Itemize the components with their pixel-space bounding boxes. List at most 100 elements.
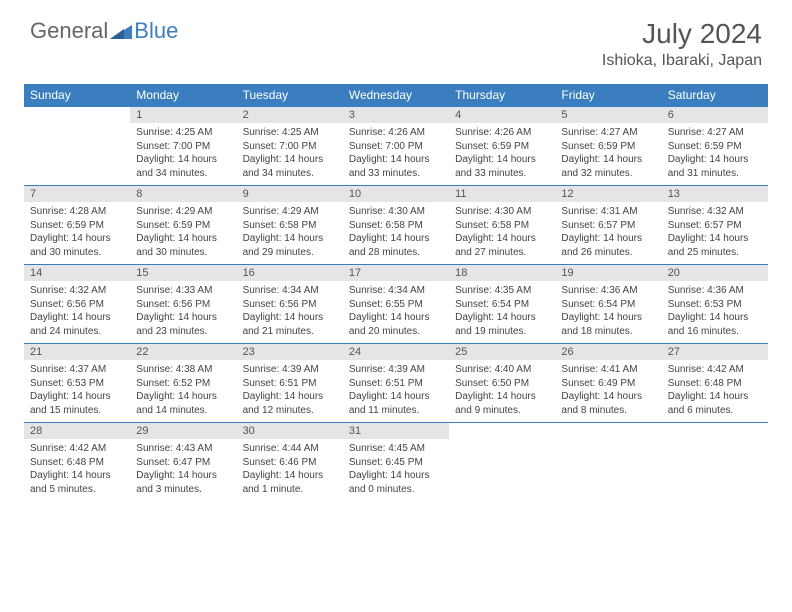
day-number-cell: 10 bbox=[343, 186, 449, 203]
sunset-text: Sunset: 6:51 PM bbox=[349, 377, 443, 391]
daylight-text: Daylight: 14 hours and 30 minutes. bbox=[136, 232, 230, 259]
day-content-row: Sunrise: 4:42 AMSunset: 6:48 PMDaylight:… bbox=[24, 439, 768, 501]
day-number-cell: 19 bbox=[555, 265, 661, 282]
day-number-cell: 15 bbox=[130, 265, 236, 282]
daylight-text: Daylight: 14 hours and 12 minutes. bbox=[243, 390, 337, 417]
day-content-row: Sunrise: 4:32 AMSunset: 6:56 PMDaylight:… bbox=[24, 281, 768, 344]
day-number-row: 28293031 bbox=[24, 423, 768, 440]
daylight-text: Daylight: 14 hours and 18 minutes. bbox=[561, 311, 655, 338]
day-content-cell: Sunrise: 4:32 AMSunset: 6:56 PMDaylight:… bbox=[24, 281, 130, 344]
brand-part2: Blue bbox=[134, 18, 178, 44]
day-number-cell: 1 bbox=[130, 107, 236, 124]
sunrise-text: Sunrise: 4:39 AM bbox=[349, 363, 443, 377]
weekday-header: Saturday bbox=[662, 84, 768, 107]
day-number-cell: 11 bbox=[449, 186, 555, 203]
sunrise-text: Sunrise: 4:35 AM bbox=[455, 284, 549, 298]
sunset-text: Sunset: 6:46 PM bbox=[243, 456, 337, 470]
day-number-cell: 8 bbox=[130, 186, 236, 203]
sunrise-text: Sunrise: 4:41 AM bbox=[561, 363, 655, 377]
day-content-row: Sunrise: 4:28 AMSunset: 6:59 PMDaylight:… bbox=[24, 202, 768, 265]
sunset-text: Sunset: 6:58 PM bbox=[455, 219, 549, 233]
title-block: July 2024 Ishioka, Ibaraki, Japan bbox=[602, 18, 762, 70]
daylight-text: Daylight: 14 hours and 14 minutes. bbox=[136, 390, 230, 417]
day-content-cell: Sunrise: 4:30 AMSunset: 6:58 PMDaylight:… bbox=[449, 202, 555, 265]
sunrise-text: Sunrise: 4:44 AM bbox=[243, 442, 337, 456]
day-number-row: 78910111213 bbox=[24, 186, 768, 203]
sunset-text: Sunset: 6:48 PM bbox=[668, 377, 762, 391]
weekday-header: Sunday bbox=[24, 84, 130, 107]
sunrise-text: Sunrise: 4:36 AM bbox=[668, 284, 762, 298]
day-number-cell: 25 bbox=[449, 344, 555, 361]
calendar-table: Sunday Monday Tuesday Wednesday Thursday… bbox=[24, 84, 768, 501]
weekday-header: Wednesday bbox=[343, 84, 449, 107]
daylight-text: Daylight: 14 hours and 24 minutes. bbox=[30, 311, 124, 338]
sunset-text: Sunset: 6:59 PM bbox=[455, 140, 549, 154]
day-content-cell: Sunrise: 4:29 AMSunset: 6:58 PMDaylight:… bbox=[237, 202, 343, 265]
sunset-text: Sunset: 6:56 PM bbox=[243, 298, 337, 312]
day-number-cell: 9 bbox=[237, 186, 343, 203]
sunset-text: Sunset: 6:51 PM bbox=[243, 377, 337, 391]
day-number-cell bbox=[24, 107, 130, 124]
sunset-text: Sunset: 6:58 PM bbox=[243, 219, 337, 233]
day-number-row: 14151617181920 bbox=[24, 265, 768, 282]
daylight-text: Daylight: 14 hours and 25 minutes. bbox=[668, 232, 762, 259]
sunset-text: Sunset: 6:53 PM bbox=[30, 377, 124, 391]
sunrise-text: Sunrise: 4:27 AM bbox=[668, 126, 762, 140]
daylight-text: Daylight: 14 hours and 29 minutes. bbox=[243, 232, 337, 259]
day-number-cell: 31 bbox=[343, 423, 449, 440]
day-content-cell bbox=[662, 439, 768, 501]
day-number-row: 123456 bbox=[24, 107, 768, 124]
sunrise-text: Sunrise: 4:30 AM bbox=[349, 205, 443, 219]
day-content-cell bbox=[449, 439, 555, 501]
day-content-cell: Sunrise: 4:42 AMSunset: 6:48 PMDaylight:… bbox=[24, 439, 130, 501]
sunrise-text: Sunrise: 4:42 AM bbox=[668, 363, 762, 377]
day-content-cell bbox=[24, 123, 130, 186]
logo-triangle-icon bbox=[110, 23, 132, 39]
day-number-cell: 26 bbox=[555, 344, 661, 361]
day-content-cell: Sunrise: 4:36 AMSunset: 6:54 PMDaylight:… bbox=[555, 281, 661, 344]
day-content-cell: Sunrise: 4:28 AMSunset: 6:59 PMDaylight:… bbox=[24, 202, 130, 265]
day-number-cell bbox=[555, 423, 661, 440]
sunset-text: Sunset: 7:00 PM bbox=[136, 140, 230, 154]
sunset-text: Sunset: 6:47 PM bbox=[136, 456, 230, 470]
sunset-text: Sunset: 6:48 PM bbox=[30, 456, 124, 470]
day-number-cell: 16 bbox=[237, 265, 343, 282]
daylight-text: Daylight: 14 hours and 16 minutes. bbox=[668, 311, 762, 338]
sunset-text: Sunset: 6:56 PM bbox=[30, 298, 124, 312]
sunset-text: Sunset: 6:59 PM bbox=[136, 219, 230, 233]
daylight-text: Daylight: 14 hours and 26 minutes. bbox=[561, 232, 655, 259]
day-number-cell: 14 bbox=[24, 265, 130, 282]
day-number-cell bbox=[449, 423, 555, 440]
day-content-cell: Sunrise: 4:42 AMSunset: 6:48 PMDaylight:… bbox=[662, 360, 768, 423]
day-content-cell: Sunrise: 4:43 AMSunset: 6:47 PMDaylight:… bbox=[130, 439, 236, 501]
day-content-cell: Sunrise: 4:44 AMSunset: 6:46 PMDaylight:… bbox=[237, 439, 343, 501]
day-content-cell: Sunrise: 4:36 AMSunset: 6:53 PMDaylight:… bbox=[662, 281, 768, 344]
daylight-text: Daylight: 14 hours and 33 minutes. bbox=[455, 153, 549, 180]
day-content-cell: Sunrise: 4:25 AMSunset: 7:00 PMDaylight:… bbox=[237, 123, 343, 186]
day-content-cell: Sunrise: 4:35 AMSunset: 6:54 PMDaylight:… bbox=[449, 281, 555, 344]
sunrise-text: Sunrise: 4:28 AM bbox=[30, 205, 124, 219]
day-number-cell: 17 bbox=[343, 265, 449, 282]
weekday-header: Friday bbox=[555, 84, 661, 107]
day-number-cell: 27 bbox=[662, 344, 768, 361]
day-number-cell bbox=[662, 423, 768, 440]
sunset-text: Sunset: 6:55 PM bbox=[349, 298, 443, 312]
day-number-cell: 6 bbox=[662, 107, 768, 124]
day-number-cell: 2 bbox=[237, 107, 343, 124]
day-content-cell: Sunrise: 4:32 AMSunset: 6:57 PMDaylight:… bbox=[662, 202, 768, 265]
day-content-cell: Sunrise: 4:38 AMSunset: 6:52 PMDaylight:… bbox=[130, 360, 236, 423]
sunset-text: Sunset: 6:52 PM bbox=[136, 377, 230, 391]
day-number-cell: 21 bbox=[24, 344, 130, 361]
daylight-text: Daylight: 14 hours and 3 minutes. bbox=[136, 469, 230, 496]
daylight-text: Daylight: 14 hours and 34 minutes. bbox=[243, 153, 337, 180]
daylight-text: Daylight: 14 hours and 19 minutes. bbox=[455, 311, 549, 338]
daylight-text: Daylight: 14 hours and 27 minutes. bbox=[455, 232, 549, 259]
daylight-text: Daylight: 14 hours and 32 minutes. bbox=[561, 153, 655, 180]
sunrise-text: Sunrise: 4:38 AM bbox=[136, 363, 230, 377]
weekday-header: Tuesday bbox=[237, 84, 343, 107]
sunrise-text: Sunrise: 4:25 AM bbox=[243, 126, 337, 140]
day-number-cell: 12 bbox=[555, 186, 661, 203]
day-number-cell: 20 bbox=[662, 265, 768, 282]
sunrise-text: Sunrise: 4:31 AM bbox=[561, 205, 655, 219]
sunset-text: Sunset: 6:54 PM bbox=[561, 298, 655, 312]
